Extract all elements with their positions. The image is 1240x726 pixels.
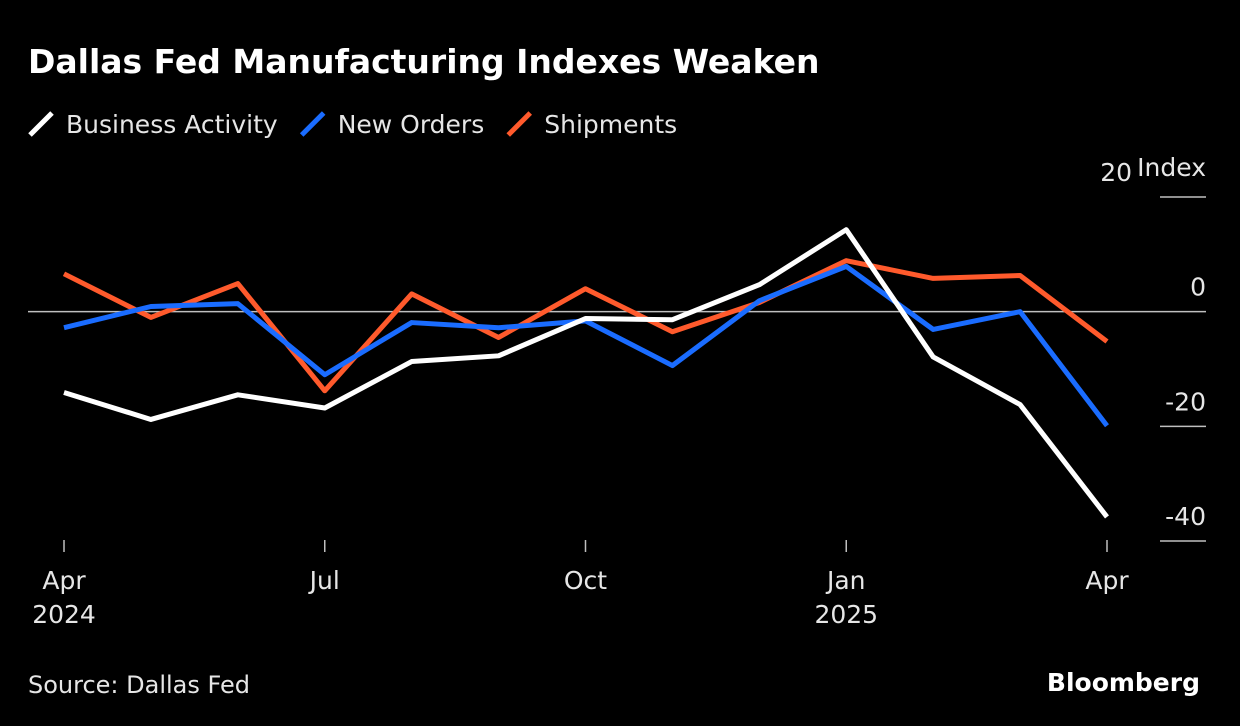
legend-swatch <box>506 111 533 137</box>
series-line <box>63 227 1109 519</box>
x-tick-label: Apr <box>1085 566 1129 595</box>
legend-label: Shipments <box>544 110 677 139</box>
y-tick-label: -20 <box>1165 387 1206 416</box>
legend-label: New Orders <box>338 110 485 139</box>
x-tick-label: Jul <box>308 566 340 595</box>
series-line <box>62 258 1109 394</box>
y-tick-label: -40 <box>1165 502 1206 531</box>
legend-swatch <box>28 111 54 137</box>
legend-swatch <box>299 111 326 137</box>
legend-label: Business Activity <box>66 110 278 139</box>
chart-title: Dallas Fed Manufacturing Indexes Weaken <box>28 42 820 81</box>
y-tick-label: 20 <box>1100 158 1132 187</box>
y-tick-label: 0 <box>1190 273 1206 302</box>
brand: Bloomberg <box>1047 668 1200 697</box>
x-tick-label: Oct <box>564 566 607 595</box>
x-tick-label: Apr 2024 <box>32 566 96 629</box>
source: Source: Dallas Fed <box>28 671 250 699</box>
x-tick-label: Jan 2025 <box>814 566 878 629</box>
y-axis-label: Index <box>1137 153 1206 182</box>
